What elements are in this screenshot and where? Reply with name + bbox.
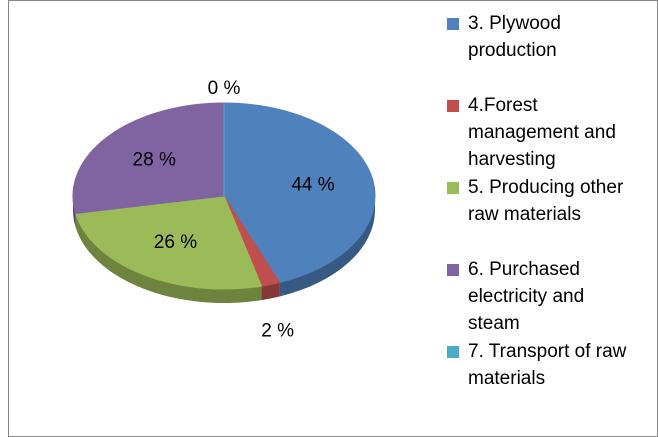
legend-label: 5. Producing other raw materials bbox=[468, 177, 624, 225]
slice bbox=[72, 102, 225, 214]
slice-side bbox=[73, 196, 76, 228]
data-label: 0 % bbox=[208, 78, 241, 99]
data-label: 26 % bbox=[154, 232, 197, 253]
slice bbox=[75, 195, 263, 290]
legend-swatch bbox=[447, 264, 459, 276]
slice-side bbox=[75, 213, 262, 303]
legend-label: 7. Transport of raw materials bbox=[468, 341, 627, 389]
legend-swatch bbox=[447, 100, 459, 112]
legend-swatch bbox=[447, 346, 459, 358]
legend-swatch bbox=[447, 182, 459, 194]
slice-side bbox=[261, 282, 280, 301]
data-label: 28 % bbox=[133, 149, 176, 170]
data-label: 2 % bbox=[261, 321, 294, 342]
legend-label: 4.Forest management and harvesting bbox=[468, 95, 616, 170]
legend-label: 3. Plywood production bbox=[468, 13, 561, 61]
legend-swatch bbox=[447, 18, 459, 30]
slice bbox=[223, 102, 376, 284]
legend-label: 6. Purchased electricity and steam bbox=[468, 259, 585, 334]
slice-side bbox=[279, 196, 375, 297]
data-label: 44 % bbox=[291, 175, 334, 196]
